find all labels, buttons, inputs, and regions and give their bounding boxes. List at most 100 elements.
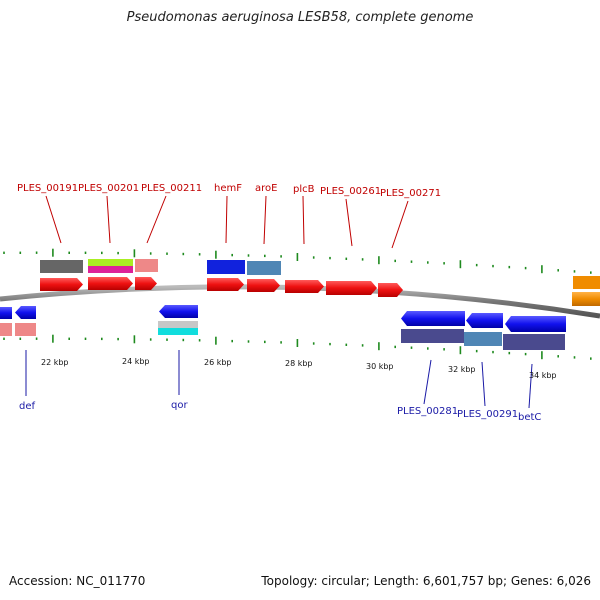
kbp-label: 32 kbp	[448, 365, 476, 374]
gene-arrow-forward[interactable]	[285, 280, 324, 293]
tick-track-upper	[3, 248, 592, 274]
tick-minor	[573, 356, 576, 359]
accession-text: Accession: NC_011770	[9, 574, 146, 588]
tick-minor	[101, 337, 103, 341]
tick-minor	[590, 357, 592, 360]
tick-minor	[35, 337, 38, 340]
tick-minor	[182, 252, 185, 256]
tick-minor	[345, 343, 348, 346]
gene-label[interactable]: betC	[518, 412, 541, 423]
tick-minor	[394, 345, 396, 349]
tick-minor	[524, 352, 527, 356]
tick-minor	[231, 253, 233, 257]
tick-minor	[19, 251, 22, 254]
tick-minor	[524, 266, 527, 270]
tick-major	[378, 256, 380, 265]
gene-label[interactable]: qor	[171, 400, 188, 411]
gene-arrow-forward[interactable]	[135, 277, 157, 290]
tick-minor	[427, 347, 429, 350]
gene-label[interactable]: PLES_00191	[17, 183, 78, 194]
tick-minor	[101, 251, 103, 255]
tick-minor	[329, 342, 331, 346]
gene-label[interactable]: PLES_00271	[380, 188, 441, 199]
tick-major	[296, 339, 299, 347]
tick-minor	[3, 337, 5, 340]
cog-box	[88, 259, 133, 266]
kbp-scale: 22 kbp 24 kbp 26 kbp 28 kbp 30 kbp 32 kb…	[41, 357, 557, 380]
tick-major	[215, 336, 217, 345]
tick-minor	[492, 264, 494, 268]
cog-box	[0, 323, 12, 336]
tick-minor	[84, 337, 87, 340]
gene-label[interactable]: plcB	[293, 184, 315, 195]
tick-minor	[68, 337, 70, 340]
tick-minor	[3, 251, 5, 254]
gene-arrow-forward[interactable]	[40, 278, 83, 291]
tick-minor	[508, 265, 511, 269]
cog-box	[135, 259, 158, 272]
gene-arrow-reverse[interactable]	[159, 305, 198, 318]
gene-label[interactable]: PLES_00211	[141, 183, 202, 194]
tick-minor	[492, 350, 494, 354]
cog-box	[88, 266, 133, 273]
kbp-label: 34 kbp	[529, 371, 557, 380]
cog-box	[464, 332, 502, 346]
tick-minor	[410, 260, 413, 263]
gene-label[interactable]: PLES_00261	[320, 186, 381, 197]
cog-track-forward	[40, 259, 600, 289]
kbp-label: 22 kbp	[41, 358, 69, 367]
gene-arrow-forward[interactable]	[247, 279, 280, 292]
tick-minor	[410, 346, 413, 349]
tick-minor	[182, 338, 185, 342]
tick-minor	[247, 254, 250, 257]
tick-minor	[231, 339, 233, 343]
tick-major	[378, 342, 380, 351]
gene-arrow-forward[interactable]	[88, 277, 133, 290]
tick-major	[52, 334, 54, 343]
gene-label[interactable]: hemF	[214, 183, 242, 194]
kbp-label: 24 kbp	[122, 357, 150, 366]
tick-minor	[117, 251, 119, 255]
gene-arrow-reverse[interactable]	[15, 306, 36, 319]
tick-major	[296, 253, 299, 261]
tick-minor	[247, 340, 250, 343]
tick-minor	[329, 256, 331, 260]
tick-major	[133, 335, 136, 344]
cog-box	[158, 321, 198, 328]
kbp-label: 30 kbp	[366, 362, 394, 371]
gene-arrow-reverse[interactable]	[505, 316, 566, 332]
tick-minor	[443, 348, 445, 351]
tick-minor	[264, 254, 266, 258]
gene-label[interactable]: aroE	[255, 183, 277, 194]
tick-major	[133, 249, 136, 258]
tick-minor	[198, 339, 201, 342]
genome-title: Pseudomonas aeruginosa LESB58, complete …	[126, 10, 474, 25]
gene-arrow-forward[interactable]	[572, 292, 600, 306]
gene-label[interactable]: def	[19, 401, 36, 412]
tick-minor	[312, 342, 315, 345]
gene-arrow-forward[interactable]	[207, 278, 244, 291]
gene-label[interactable]: PLES_00281	[397, 406, 458, 417]
tick-major	[459, 260, 462, 269]
cog-box	[15, 323, 36, 336]
gene-arrow-reverse[interactable]	[466, 313, 503, 328]
tick-minor	[557, 269, 559, 272]
gene-label[interactable]: PLES_00291	[457, 409, 518, 420]
tick-minor	[117, 337, 119, 341]
gene-arrow-reverse[interactable]	[401, 311, 465, 326]
tick-minor	[198, 253, 201, 256]
tick-minor	[573, 270, 576, 273]
genome-summary-text: Topology: circular; Length: 6,601,757 bp…	[261, 574, 591, 588]
tick-minor	[68, 251, 70, 254]
tick-major	[52, 248, 54, 257]
cog-box	[158, 328, 198, 335]
gene-arrow-forward[interactable]	[326, 281, 377, 295]
gene-label[interactable]: PLES_00201	[78, 183, 139, 194]
tick-minor	[84, 251, 87, 254]
gene-arrow-reverse[interactable]	[0, 307, 12, 319]
tick-minor	[361, 258, 364, 261]
gene-arrow-forward[interactable]	[378, 283, 403, 297]
label-leaders-upper	[45, 195, 409, 249]
